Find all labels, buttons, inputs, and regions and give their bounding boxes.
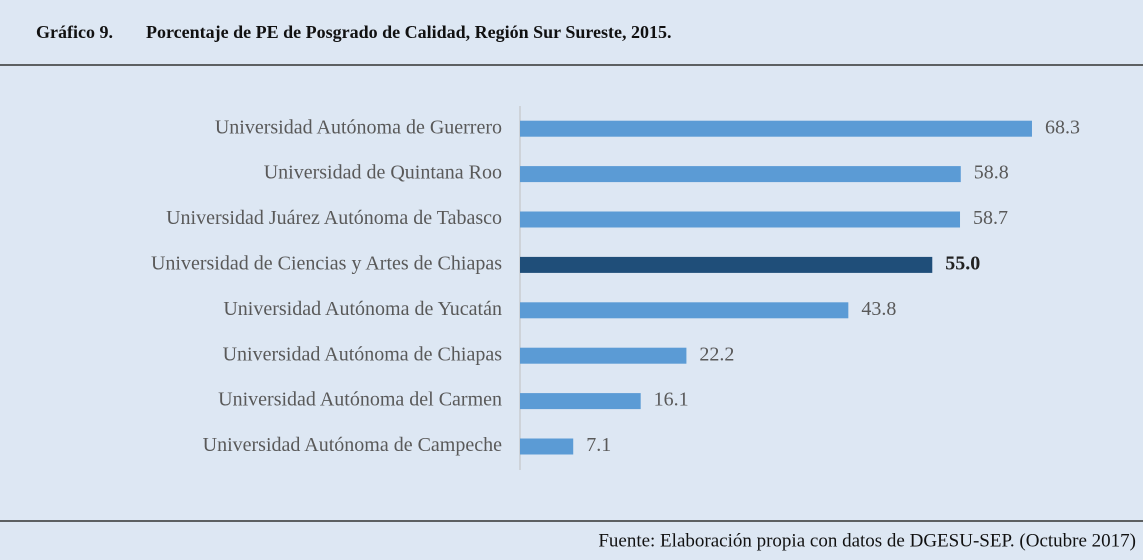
- y-tick-label: Universidad de Quintana Roo: [264, 162, 502, 184]
- bar: [520, 256, 933, 273]
- data-label: 7.1: [586, 434, 611, 456]
- bar: [520, 120, 1032, 137]
- data-label: 55.0: [945, 252, 980, 274]
- data-label: 68.3: [1045, 116, 1080, 138]
- figure-label: Gráfico 9.: [36, 22, 113, 42]
- data-label: 16.1: [654, 389, 689, 411]
- chart-title: Porcentaje de PE de Posgrado de Calidad,…: [146, 22, 672, 42]
- y-tick-label: Universidad Autónoma del Carmen: [218, 389, 502, 411]
- bar: [520, 302, 849, 319]
- source: Fuente: Elaboración propia con datos de …: [598, 530, 1136, 551]
- y-tick-label: Universidad Autónoma de Yucatán: [223, 298, 502, 320]
- bar: [520, 347, 687, 364]
- data-label: 22.2: [699, 343, 734, 365]
- bar: [520, 393, 641, 410]
- y-tick-label: Universidad de Ciencias y Artes de Chiap…: [151, 252, 502, 274]
- bar: [520, 166, 961, 183]
- y-tick-label: Universidad Autónoma de Guerrero: [215, 116, 502, 138]
- data-label: 58.8: [974, 162, 1009, 184]
- bar: [520, 211, 961, 228]
- bar: [520, 438, 574, 455]
- data-label: 58.7: [973, 207, 1008, 229]
- data-label: 43.8: [861, 298, 896, 320]
- y-tick-label: Universidad Autónoma de Chiapas: [223, 343, 503, 365]
- y-tick-label: Universidad Autónoma de Campeche: [203, 434, 502, 456]
- y-tick-label: Universidad Juárez Autónoma de Tabasco: [166, 207, 502, 229]
